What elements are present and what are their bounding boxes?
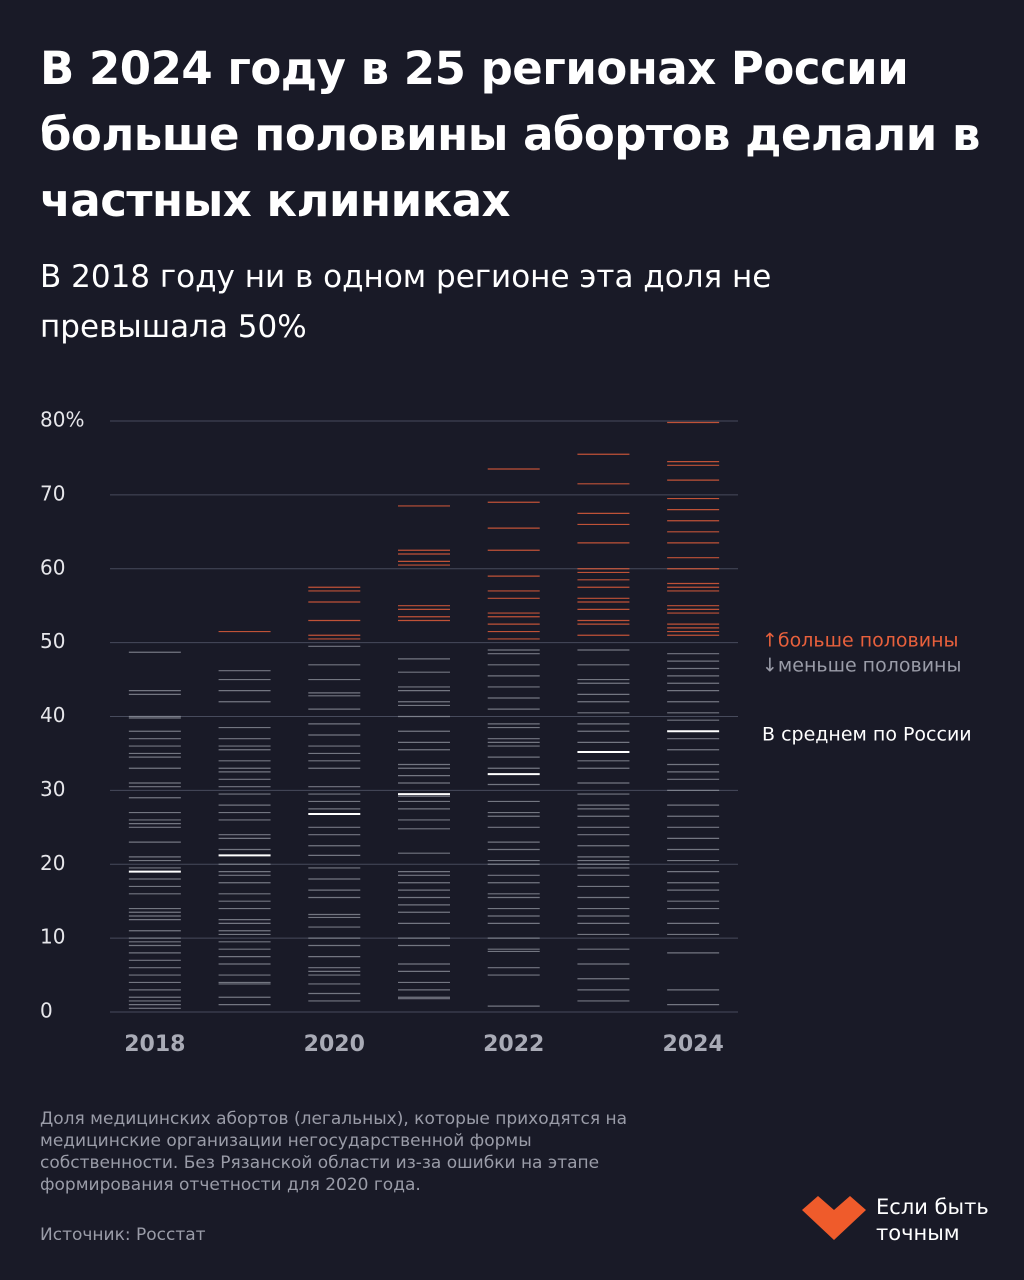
y-tick-label: 80% — [40, 408, 84, 432]
y-tick-label: 20 — [40, 851, 65, 875]
x-tick-label: 2020 — [304, 1032, 365, 1057]
y-tick-label: 30 — [40, 777, 65, 801]
y-tick-label: 50 — [40, 629, 65, 653]
y-tick-label: 10 — [40, 925, 65, 949]
y-tick-label: 60 — [40, 555, 65, 579]
legend-label: ↑больше половины — [762, 630, 959, 652]
x-tick-label: 2022 — [483, 1032, 544, 1057]
x-tick-label: 2018 — [124, 1032, 185, 1057]
note: Доля медицинских абортов (легальных), ко… — [40, 1109, 628, 1195]
brand: Если быть точным — [876, 1195, 989, 1245]
logo-mark — [802, 1196, 866, 1240]
legend-label: В среднем по России — [762, 724, 972, 746]
x-tick-label: 2024 — [663, 1032, 724, 1057]
legend-label: ↓меньше половины — [762, 655, 961, 677]
y-tick-label: 0 — [40, 999, 53, 1023]
y-tick-label: 40 — [40, 703, 65, 727]
subtitle: В 2018 году ни в одном регионе эта доля … — [40, 259, 772, 345]
source: Источник: Росстат — [40, 1225, 206, 1245]
chart: 0 10 20 30 40 50 60 70 80% 2018 2020 2022 2024 ↑больш… — [40, 408, 972, 1058]
y-tick-label: 70 — [40, 481, 65, 505]
title: В 2024 году в 25 регионах России больше … — [40, 42, 980, 227]
